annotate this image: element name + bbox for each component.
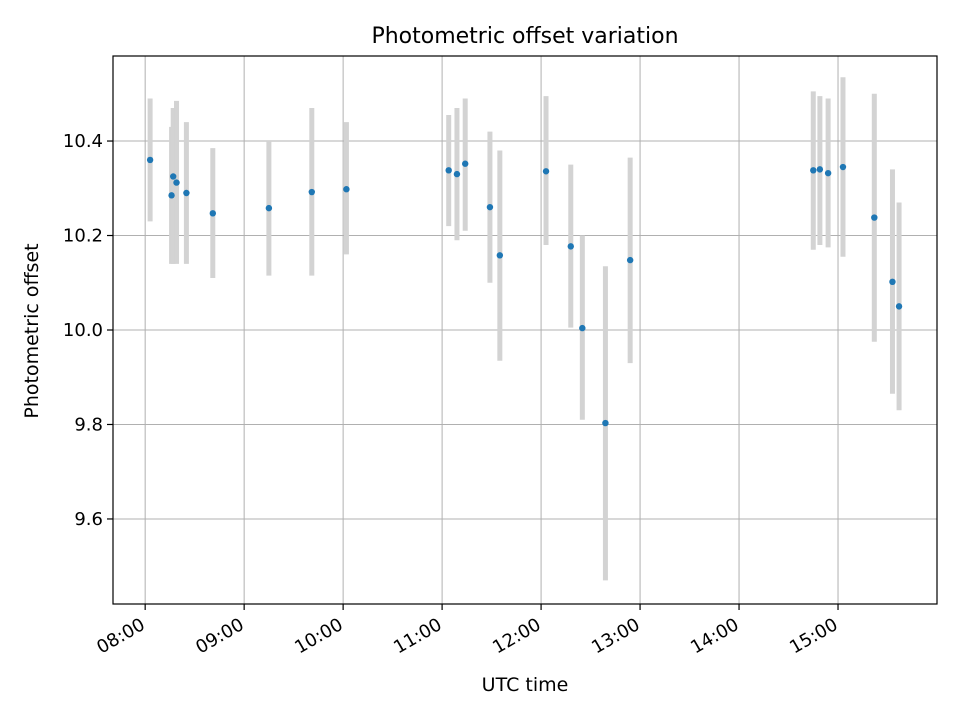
- x-axis: 08:00 09:00 10:00 11:00 12:00 13:00 14:00 15:00: [93, 604, 842, 658]
- data-point: [209, 210, 217, 217]
- data-point: [486, 203, 494, 211]
- data-point: [602, 419, 609, 427]
- chart-title: Photometric offset variation: [371, 24, 678, 49]
- y-tick-label: 9.8: [74, 414, 103, 435]
- data-point: [626, 256, 634, 264]
- grid: [113, 56, 937, 604]
- data-point: [579, 324, 586, 332]
- data-point: [496, 252, 504, 259]
- y-tick-label: 9.6: [74, 509, 103, 530]
- data-point: [462, 160, 469, 167]
- errorbars: [147, 77, 902, 581]
- data-point: [542, 168, 550, 175]
- data-point: [824, 169, 832, 177]
- x-tick-label: 12:00: [489, 614, 544, 658]
- data-point: [839, 163, 847, 171]
- data-point: [168, 192, 175, 199]
- x-tick-label: 08:00: [93, 614, 148, 658]
- x-tick-label: 11:00: [390, 614, 445, 658]
- data-point: [170, 173, 177, 180]
- data-point: [173, 179, 180, 186]
- data-point: [265, 204, 273, 212]
- data-point: [308, 188, 315, 196]
- y-tick-label: 10.0: [63, 320, 103, 341]
- y-axis: 9.6 9.8 10.0 10.2 10.4: [63, 131, 113, 530]
- data-point: [567, 243, 574, 250]
- data-point: [343, 186, 350, 193]
- y-tick-label: 10.2: [63, 226, 103, 247]
- x-tick-label: 10:00: [291, 614, 346, 658]
- data-points: [146, 156, 903, 427]
- y-axis-label: Photometric offset: [21, 243, 43, 418]
- x-tick-label: 13:00: [588, 614, 643, 658]
- data-point: [816, 166, 824, 173]
- data-point: [445, 167, 452, 174]
- x-axis-label: UTC time: [482, 674, 569, 696]
- data-point: [895, 303, 903, 310]
- x-tick-label: 09:00: [192, 614, 247, 658]
- data-point: [453, 170, 461, 178]
- x-tick-label: 15:00: [786, 614, 841, 658]
- y-tick-label: 10.4: [63, 131, 103, 152]
- data-point: [871, 214, 878, 221]
- data-point: [183, 189, 190, 197]
- data-point: [810, 167, 817, 174]
- data-point: [889, 278, 896, 286]
- x-tick-label: 14:00: [687, 614, 742, 658]
- data-point: [146, 156, 154, 164]
